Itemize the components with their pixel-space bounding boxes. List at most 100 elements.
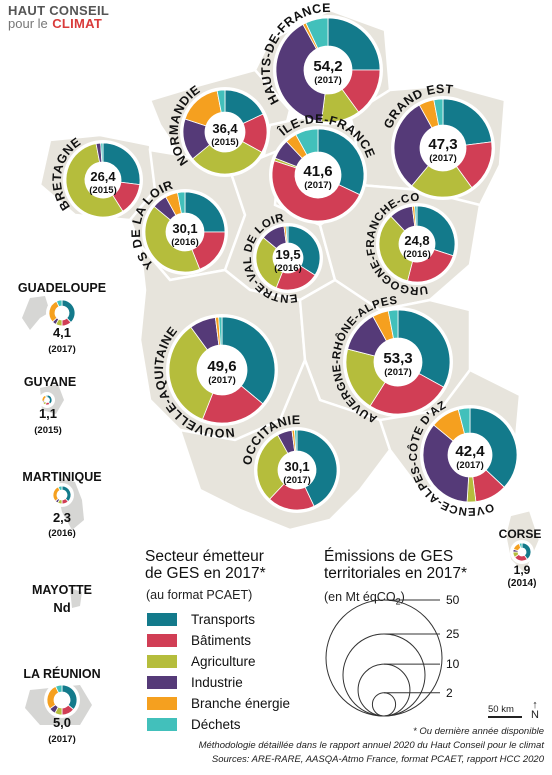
hcc-logo: HAUT CONSEIL pour le CLIMAT xyxy=(8,4,109,30)
note-asterisk: * Ou dernière année disponible xyxy=(413,726,544,737)
legend-label-industrie: Industrie xyxy=(191,674,243,690)
size-legend-title: Émissions de GES territoriales en 2017* xyxy=(324,548,467,582)
size-legend-subtitle: (en Mt éqCO2) xyxy=(324,590,405,607)
size-legend-circles: 50 25 10 2 xyxy=(325,593,460,717)
donut-hole-auvergne-rhone-alpes xyxy=(374,338,422,386)
region-year-auvergne-rhone-alpes: (2017) xyxy=(384,367,411,378)
legend-swatch-batiments xyxy=(147,633,177,647)
region-year-provence-alpes-cote-dazur: (2017) xyxy=(456,460,483,471)
note-sources: Sources: ARE-RARE, AASQA-Atmo France, fo… xyxy=(211,754,544,765)
size-label-2: 2 xyxy=(446,686,453,700)
overseas-guadeloupe xyxy=(46,297,78,329)
donut-centre-val-de-loire xyxy=(253,223,323,293)
region-value-centre-val-de-loire: 19,5 xyxy=(275,247,300,262)
legend-item-energie: Branche énergie xyxy=(147,695,291,711)
size-circle-2 xyxy=(371,692,397,717)
island-shape-guadeloupe xyxy=(22,296,50,330)
legend-label-batiments: Bâtiments xyxy=(191,632,252,648)
region-value-ile-de-france: 41,6 xyxy=(303,163,332,180)
donut-occitanie xyxy=(254,427,340,513)
note-methodology: Méthodologie détaillée dans le rapport a… xyxy=(198,740,544,751)
legend-item-transports: Transports xyxy=(147,611,256,627)
logo-line2a: pour le xyxy=(8,16,48,31)
region-value-auvergne-rhone-alpes: 53,3 xyxy=(383,350,412,367)
overseas-year-la-reunion: (2017) xyxy=(48,734,75,745)
overseas-name-martinique: MARTINIQUE xyxy=(22,470,101,484)
size-circle-50 xyxy=(325,599,443,717)
region-value-normandie: 36,4 xyxy=(212,121,238,136)
region-year-hauts-de-france: (2017) xyxy=(314,75,341,86)
donut-hauts-de-france xyxy=(273,15,383,125)
legend-label-agriculture: Agriculture xyxy=(191,653,256,669)
overseas-martinique xyxy=(50,483,74,507)
donut-hole-hauts-de-france xyxy=(304,46,352,94)
region-year-occitanie: (2017) xyxy=(283,475,310,486)
size-legend-subtitle-b: ) xyxy=(400,590,405,604)
donut-hole-provence-alpes-cote-dazur xyxy=(448,433,492,477)
region-year-nouvelle-aquitaine: (2017) xyxy=(208,375,235,386)
scale-label: 50 km xyxy=(488,704,514,715)
sector-legend-title: Secteur émetteur de GES en 2017* xyxy=(145,548,266,582)
size-circle-10 xyxy=(357,663,411,717)
legend-swatch-transports xyxy=(147,612,177,626)
scale-bar: 50 km xyxy=(488,704,522,718)
donut-hole-normandie xyxy=(205,112,245,152)
size-circle-25 xyxy=(342,633,426,717)
overseas-name-la-reunion: LA RÉUNION xyxy=(23,666,100,681)
overseas-guyane xyxy=(39,392,55,408)
region-year-corse: (2014) xyxy=(508,578,537,589)
overseas-value-guadeloupe: 4,1 xyxy=(53,325,71,340)
donut-hole-bretagne xyxy=(85,162,121,198)
legend-swatch-dechets xyxy=(147,717,177,731)
legend-item-dechets: Déchets xyxy=(147,717,241,732)
overseas-value-mayotte: Nd xyxy=(53,600,70,615)
overseas-value-la-reunion: 5,0 xyxy=(53,715,71,730)
donut-hole-guyane xyxy=(44,397,50,403)
overseas-name-guyane: GUYANE xyxy=(24,375,76,389)
region-value-bretagne: 26,4 xyxy=(90,169,116,184)
overseas-year-guadeloupe: (2017) xyxy=(48,344,75,355)
donut-corse xyxy=(510,540,534,564)
overseas-year-guyane: (2015) xyxy=(34,425,61,436)
donut-auvergne-rhone-alpes xyxy=(343,307,453,417)
donut-hole-centre-val-de-loire xyxy=(273,243,303,273)
legend-label-transports: Transports xyxy=(191,611,256,627)
region-value-corse: 1,9 xyxy=(514,563,531,577)
legend-label-energie: Branche énergie xyxy=(191,695,291,711)
region-year-centre-val-de-loire: (2016) xyxy=(274,263,301,274)
overseas-value-guyane: 1,1 xyxy=(39,406,57,421)
region-value-bourgogne-franche-comte: 24,8 xyxy=(404,233,429,248)
sector-legend-title-line2: de GES en 2017* xyxy=(145,565,266,582)
legend-item-industrie: Industrie xyxy=(147,674,243,690)
donut-grand-est xyxy=(391,96,495,200)
overseas-name-mayotte: MAYOTTE xyxy=(32,583,92,597)
region-year-bourgogne-franche-comte: (2016) xyxy=(403,249,430,260)
overseas-value-martinique: 2,3 xyxy=(53,510,71,525)
donut-bretagne xyxy=(63,140,143,220)
region-year-bretagne: (2015) xyxy=(89,185,116,196)
overseas-la-reunion xyxy=(44,682,80,718)
sector-legend-title-line1: Secteur émetteur xyxy=(145,548,264,565)
donut-bourgogne-franche-comte xyxy=(376,203,458,285)
sector-legend-subtitle: (au format PCAET) xyxy=(146,588,253,602)
logo-line1: HAUT CONSEIL xyxy=(8,3,110,18)
size-legend-subtitle-sub: 2 xyxy=(395,596,401,607)
overseas-year-martinique: (2016) xyxy=(48,528,75,539)
donut-slice-occitanie-transports xyxy=(296,429,338,507)
size-label-50: 50 xyxy=(446,593,460,607)
size-label-10: 10 xyxy=(446,657,460,671)
donut-charts xyxy=(39,15,534,718)
size-label-25: 25 xyxy=(446,627,460,641)
size-legend-title-line1: Émissions de GES xyxy=(324,548,454,565)
donut-hole-nouvelle-aquitaine xyxy=(197,345,247,395)
overseas-name-guadeloupe: GUADELOUPE xyxy=(18,281,106,295)
donut-provence-alpes-cote-dazur xyxy=(420,405,520,505)
donut-hole-bourgogne-franche-comte xyxy=(399,226,435,262)
legend-item-agriculture: Agriculture xyxy=(147,653,256,669)
scale-line xyxy=(488,716,522,718)
donut-hole-corse xyxy=(518,548,526,556)
donut-slice-guyane-dechets xyxy=(44,394,48,399)
region-value-pays-de-la-loire: 30,1 xyxy=(172,221,197,236)
region-value-grand-est: 47,3 xyxy=(428,136,457,153)
donut-hole-occitanie xyxy=(278,451,316,489)
